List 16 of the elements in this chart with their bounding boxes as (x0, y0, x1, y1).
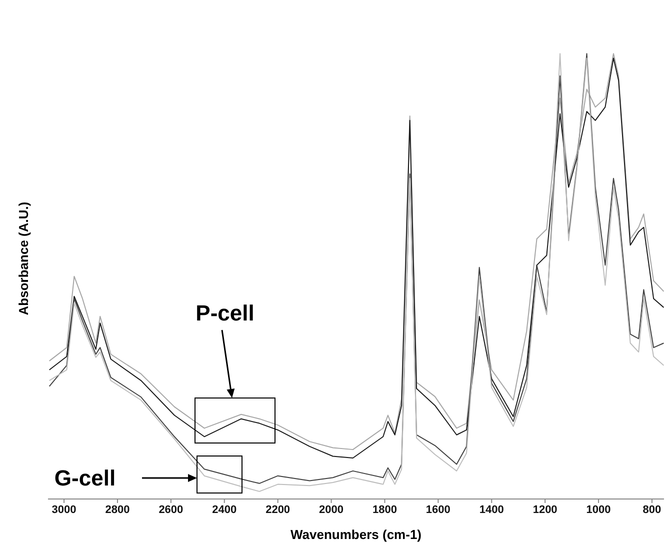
x-tick-label: 1800 (372, 504, 397, 516)
x-tick-label: 2600 (158, 504, 184, 516)
x-tick-label: 2800 (105, 504, 130, 516)
x-tick-label: 1000 (586, 504, 611, 516)
x-tick-label: 2400 (212, 504, 237, 516)
x-tick-label: 1400 (479, 504, 504, 516)
x-tick-label: 1600 (426, 504, 450, 516)
x-axis-title: Wavenumbers (cm-1) (290, 527, 422, 542)
annotation: P-cell (196, 300, 254, 326)
x-tick-label: 3000 (52, 504, 76, 516)
annotation: G-cell (54, 466, 116, 490)
x-tick-label: 2200 (266, 504, 290, 516)
y-axis-title: Absorbance (A.U.) (16, 202, 32, 316)
x-tick-label: 800 (642, 504, 662, 516)
x-tick-label: 2000 (319, 504, 344, 516)
x-tick-label: 1200 (532, 504, 558, 516)
